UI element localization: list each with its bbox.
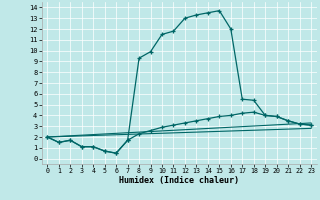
X-axis label: Humidex (Indice chaleur): Humidex (Indice chaleur) xyxy=(119,176,239,185)
